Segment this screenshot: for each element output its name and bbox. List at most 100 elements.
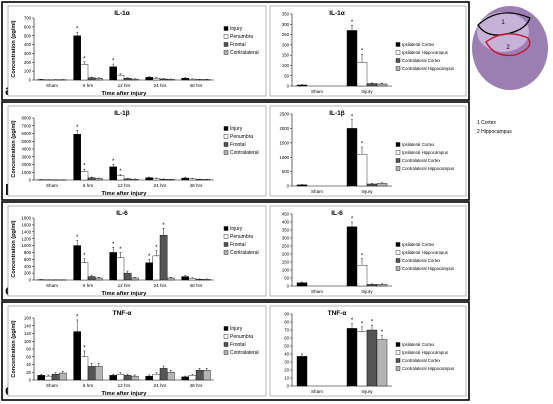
right-chart-2: IL-6 0 50 100 150 200 250 300 350 400 450 Sham * * Inj… xyxy=(269,205,467,297)
significance-star: * xyxy=(351,114,354,120)
bar-12-hrs-series-2 xyxy=(123,178,132,181)
y-tick-label: 350 xyxy=(282,12,290,17)
y-tick-label: 0 xyxy=(29,78,32,83)
legend-swatch-1 xyxy=(223,34,229,39)
bar-sham-series-0 xyxy=(296,184,308,187)
bar-12-hrs-series-1 xyxy=(116,74,125,81)
legend-label-2: Frontal xyxy=(230,142,246,148)
y-tick-label: 0 xyxy=(29,378,32,383)
y-tick-label: 100 xyxy=(24,339,32,344)
x-tick-label: 12 hrs xyxy=(118,283,131,288)
bar-24-hrs-series-1 xyxy=(152,78,161,81)
legend-swatch-2 xyxy=(395,158,401,163)
legend-label-1: Penumbra xyxy=(230,334,253,340)
x-tick-label: 48 hrs xyxy=(190,383,203,388)
bar-injury-series-0 xyxy=(346,226,358,287)
y-tick-label: 0 xyxy=(287,184,290,189)
y-tick-label: 1400 xyxy=(21,229,31,234)
y-tick-label: 350 xyxy=(282,228,290,233)
y-tick-label: 200 xyxy=(24,60,32,65)
bar-12-hrs-series-0 xyxy=(109,66,117,81)
legend-swatch-0 xyxy=(395,342,401,347)
bar-24-hrs-series-2 xyxy=(159,368,168,381)
x-tick-label: 12 hrs xyxy=(118,383,131,388)
bar-24-hrs-series-3 xyxy=(166,79,175,81)
brain-region-number-1: 1 xyxy=(501,20,505,26)
legend-swatch-3 xyxy=(395,166,401,171)
legend-label-3: Contralateral xyxy=(230,350,259,356)
panel-border xyxy=(1,101,470,201)
y-tick-label: 2000 xyxy=(279,126,289,131)
legend-label-1: Ipsilateral Hippocampus xyxy=(402,350,448,355)
legend-label-3: Contralateral xyxy=(230,50,259,56)
bar-6-hrs-series-2 xyxy=(87,276,96,281)
bar-48-hrs-series-0 xyxy=(181,276,190,281)
legend-label-2: Contralateral Cortex xyxy=(402,158,441,163)
bar-injury-series-2 xyxy=(366,329,378,387)
right-chart-3: TNF-α 0 10 20 30 40 50 60 70 80 90 Sham * * * * Injury Ip… xyxy=(269,305,467,397)
x-tick-label: 24 hrs xyxy=(154,83,167,88)
y-tick-label: 70 xyxy=(284,328,289,333)
bar-injury-series-1 xyxy=(356,62,368,87)
left-chart-frame xyxy=(7,305,267,397)
bar-6-hrs-series-1 xyxy=(80,262,89,281)
legend-label-2: Frontal xyxy=(230,242,246,248)
bar-12-hrs-series-3 xyxy=(130,277,139,281)
x-tick-label: Injury xyxy=(361,189,373,194)
bar-injury-series-3 xyxy=(376,284,388,287)
y-tick-label: 1000 xyxy=(21,243,31,248)
bar-12-hrs-series-1 xyxy=(116,373,125,381)
panel-border xyxy=(1,201,470,301)
y-tick-label: 500 xyxy=(282,169,290,174)
y-tick-label: 200 xyxy=(24,271,32,276)
significance-star: * xyxy=(155,245,158,251)
y-tick-label: 7000 xyxy=(21,123,31,128)
y-tick-label: 10 xyxy=(284,376,289,381)
left-chart-frame xyxy=(7,205,267,297)
bar-sham-series-1 xyxy=(44,375,53,381)
bar-injury-series-3 xyxy=(376,339,388,387)
panel-border xyxy=(1,301,470,401)
x-tick-label: Sham xyxy=(46,383,58,388)
significance-star: * xyxy=(361,49,364,55)
legend-label-3: Contralateral Hippocampus xyxy=(402,166,454,171)
significance-star: * xyxy=(371,320,374,326)
y-tick-label: 1200 xyxy=(21,236,31,241)
bar-injury-series-3 xyxy=(376,183,388,187)
y-axis-label: Concentration (pg/ml) xyxy=(11,20,17,77)
significance-star: * xyxy=(83,56,86,62)
legend-label-1: Ipsilateral Hippocampus xyxy=(402,50,448,55)
chart-title: IL-1α xyxy=(114,10,130,17)
y-tick-label: 150 xyxy=(282,53,290,58)
bar-6-hrs-series-2 xyxy=(87,77,96,81)
right-chart-1: IL-1β 0 500 1000 1500 2000 2500 Sham * * Injury Ips… xyxy=(269,105,467,197)
y-tick-label: 250 xyxy=(282,244,290,249)
y-tick-label: 400 xyxy=(282,220,290,225)
y-tick-label: 40 xyxy=(26,362,31,367)
bar-48-hrs-series-2 xyxy=(195,370,204,381)
significance-star: * xyxy=(83,253,86,259)
bar-sham-series-3 xyxy=(59,372,67,381)
y-tick-label: 8000 xyxy=(21,116,31,121)
y-tick-label: 40 xyxy=(284,352,289,357)
legend-swatch-1 xyxy=(223,334,229,339)
x-tick-label: 6 hrs xyxy=(83,283,94,288)
bar-6-hrs-series-1 xyxy=(80,356,89,381)
bar-24-hrs-series-3 xyxy=(166,372,175,381)
bar-injury-series-0 xyxy=(346,30,358,87)
x-tick-label: Sham xyxy=(311,189,323,194)
bar-6-hrs-series-2 xyxy=(87,177,96,181)
bar-6-hrs-series-0 xyxy=(73,331,81,381)
bar-24-hrs-series-3 xyxy=(166,277,175,281)
bar-12-hrs-series-2 xyxy=(123,375,132,381)
y-tick-label: 4000 xyxy=(21,147,31,152)
significance-star: * xyxy=(351,217,354,223)
bar-12-hrs-series-0 xyxy=(109,375,117,381)
legend-label-2: Contralateral Cortex xyxy=(402,358,441,363)
y-tick-label: 800 xyxy=(24,250,32,255)
y-tick-label: 100 xyxy=(282,268,290,273)
legend-swatch-1 xyxy=(395,250,401,255)
bar-6-hrs-series-0 xyxy=(73,35,81,81)
legend-label-3: Contralateral Hippocampus xyxy=(402,66,454,71)
